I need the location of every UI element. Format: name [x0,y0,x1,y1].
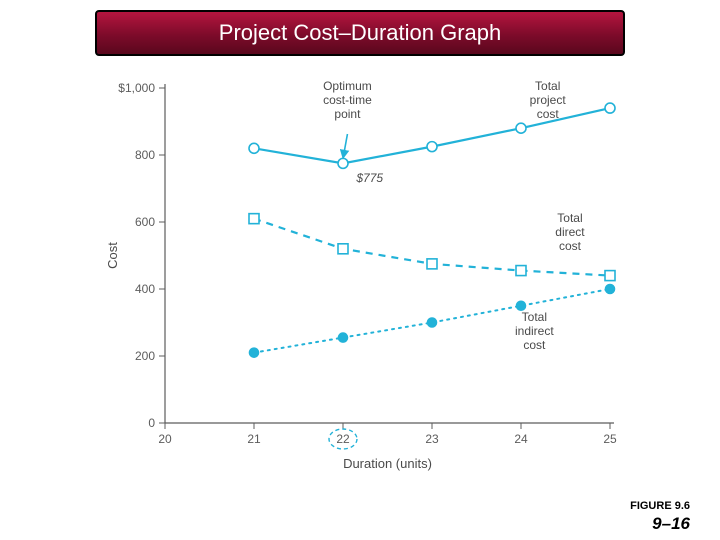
svg-text:0: 0 [148,416,155,430]
chart-svg: 0 200 400 600 800 $1,000 20 21 22 23 24 25 Duration … [95,78,625,478]
svg-text:800: 800 [135,148,155,162]
svg-text:$1,000: $1,000 [118,81,155,95]
svg-text:Total: Total [535,79,560,93]
page-number: 9–16 [652,514,690,534]
svg-text:point: point [334,107,361,121]
svg-text:Optimum: Optimum [323,79,372,93]
svg-text:direct: direct [555,225,585,239]
svg-text:25: 25 [603,432,617,446]
svg-text:cost-time: cost-time [323,93,372,107]
svg-text:23: 23 [425,432,439,446]
svg-text:$775: $775 [355,171,383,185]
svg-text:cost: cost [559,239,582,253]
cost-duration-chart: 0 200 400 600 800 $1,000 20 21 22 23 24 25 Duration … [95,78,625,478]
svg-text:22: 22 [336,432,350,446]
svg-text:21: 21 [247,432,261,446]
svg-text:project: project [530,93,567,107]
svg-text:cost: cost [537,107,560,121]
svg-text:Total: Total [522,310,547,324]
title-bar: Project Cost–Duration Graph [95,10,625,56]
svg-text:cost: cost [523,338,546,352]
svg-text:20: 20 [158,432,172,446]
figure-caption: FIGURE 9.6 [630,500,690,512]
title-text: Project Cost–Duration Graph [219,20,501,45]
svg-text:200: 200 [135,349,155,363]
svg-text:indirect: indirect [515,324,554,338]
svg-text:600: 600 [135,215,155,229]
svg-text:Duration (units): Duration (units) [343,456,432,471]
svg-text:400: 400 [135,282,155,296]
svg-text:Total: Total [557,211,582,225]
svg-text:Cost: Cost [105,242,120,269]
svg-text:24: 24 [514,432,528,446]
